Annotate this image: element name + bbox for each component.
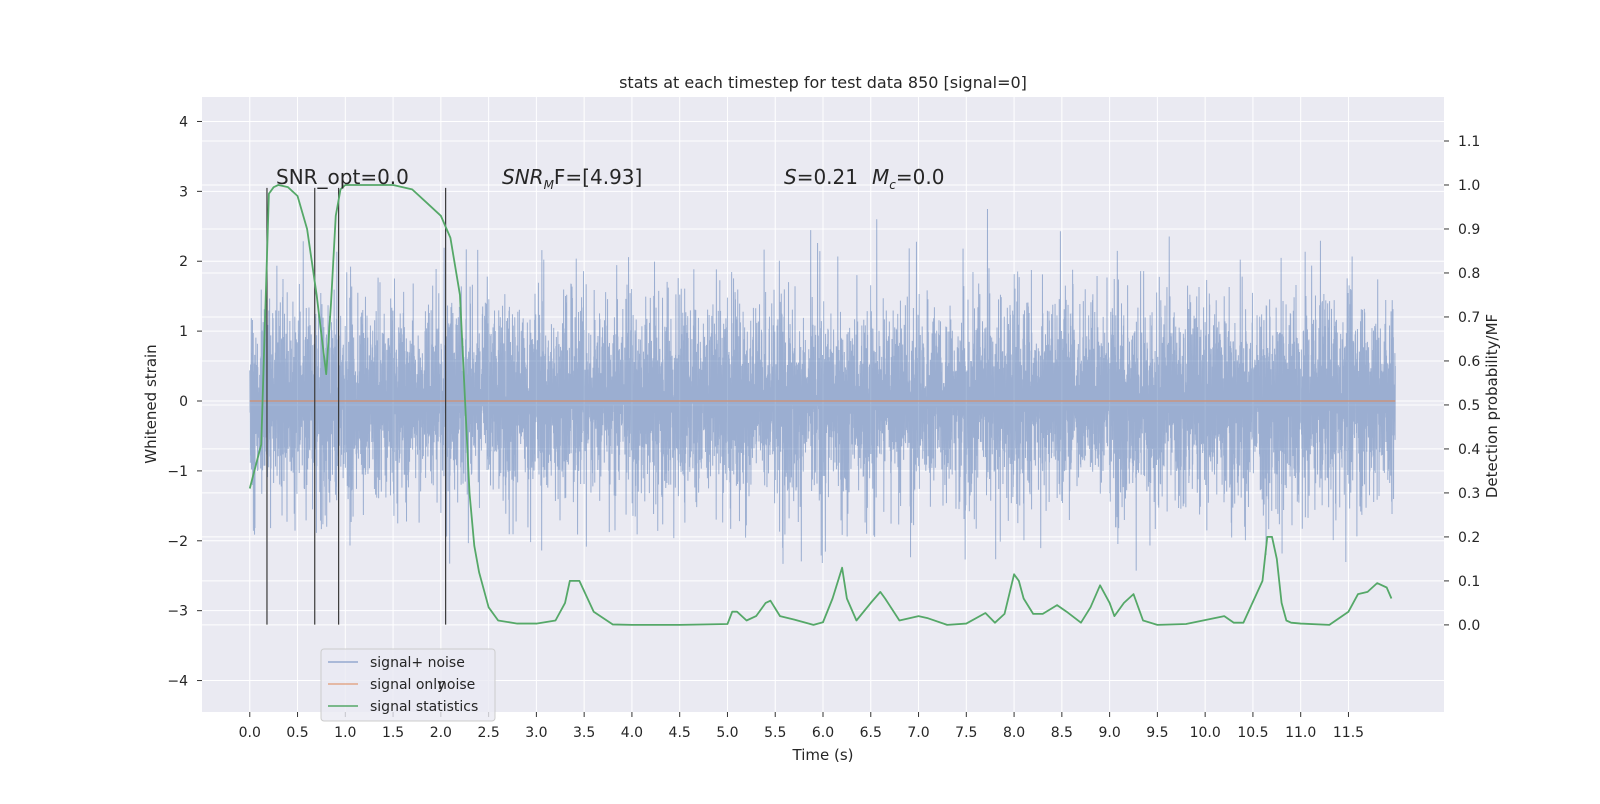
y-tick-label-right: 0.6 [1458, 354, 1480, 370]
x-tick-label: 8.5 [1051, 725, 1073, 741]
legend-box [320, 648, 496, 722]
y-tick-label-left: −2 [167, 534, 188, 550]
noise-series [249, 208, 1396, 571]
y-axis-label-left: Whitened strain [142, 344, 160, 463]
y-tick-label-left: −4 [167, 674, 188, 690]
x-tick-label: 4.5 [669, 725, 691, 741]
legend: noise signal+ noise signal only signal s… [320, 648, 496, 722]
x-axis-label: Time (s) [792, 746, 854, 764]
x-tick-label: 11.5 [1333, 725, 1364, 741]
x-tick-label: 9.0 [1098, 725, 1120, 741]
x-tick-label: 6.0 [812, 725, 834, 741]
y-tick-label-right: 1.0 [1458, 178, 1480, 194]
x-tick-label: 5.5 [764, 725, 786, 741]
legend-label-stat: signal statistics [370, 699, 478, 715]
y-tick-label-left: 1 [179, 324, 188, 340]
x-tick-label: 5.0 [716, 725, 738, 741]
y-tick-label-right: 0.1 [1458, 574, 1480, 590]
snr-mf-annotation: SNRMF=[4.93] [502, 165, 642, 192]
x-tick-label: 3.5 [573, 725, 595, 741]
y-tick-label-right: 1.1 [1458, 134, 1480, 150]
x-tick-label: 3.0 [525, 725, 547, 741]
vertical-markers [266, 187, 447, 625]
y-tick-label-right: 0.7 [1458, 310, 1480, 326]
x-tick-label: 0.5 [286, 725, 308, 741]
legend-label-noise: signal+ noise [370, 655, 465, 671]
legend-label-signal: signal only [370, 677, 445, 693]
x-tick-label: 6.5 [860, 725, 882, 741]
stat-series [248, 184, 1393, 626]
x-tick-label: 2.5 [477, 725, 499, 741]
y-tick-label-left: 4 [179, 114, 188, 130]
x-tick-label: 7.0 [907, 725, 929, 741]
y-tick-label-left: 0 [179, 394, 188, 410]
x-tick-label: 10.5 [1237, 725, 1268, 741]
x-tick-label: 11.0 [1285, 725, 1316, 741]
y-tick-label-right: 0.4 [1458, 442, 1480, 458]
y-tick-label-left: 3 [179, 184, 188, 200]
y-tick-label-right: 0.3 [1458, 486, 1480, 502]
snr-opt-annotation: SNR_opt=0.0 [276, 165, 409, 189]
y-axis-label-right: Detection probability/MF [1483, 314, 1501, 498]
legend-overlap-text: noise [438, 677, 475, 693]
x-tick-label: 1.5 [382, 725, 404, 741]
y-tick-label-left: −3 [167, 604, 188, 620]
y-tick-label-left: −1 [167, 464, 188, 480]
tick-layer: 0.0 0.5 1.0 1.5 2.0 2.5 3.0 3.5 4.0 4.5 5.0 5.5 6.0 6… [167, 114, 1480, 741]
noise-line [249, 208, 1396, 571]
y-tick-label-right: 0.8 [1458, 266, 1480, 282]
x-tick-label: 2.0 [430, 725, 452, 741]
s-mc-annotation: S=0.21 Mc=0.0 [784, 165, 944, 192]
x-tick-label: 8.0 [1003, 725, 1025, 741]
stat-line [248, 184, 1393, 626]
y-tick-label-right: 0.5 [1458, 398, 1480, 414]
y-tick-label-right: 0.0 [1458, 618, 1480, 634]
x-tick-label: 4.0 [621, 725, 643, 741]
x-tick-label: 9.5 [1146, 725, 1168, 741]
chart-title: stats at each timestep for test data 850… [619, 73, 1027, 92]
y-tick-label-right: 0.2 [1458, 530, 1480, 546]
x-tick-label: 1.0 [334, 725, 356, 741]
x-tick-label: 10.0 [1190, 725, 1221, 741]
x-tick-label: 7.5 [955, 725, 977, 741]
y-tick-label-left: 2 [179, 254, 188, 270]
x-tick-label: 0.0 [239, 725, 261, 741]
y-tick-label-right: 0.9 [1458, 222, 1480, 238]
